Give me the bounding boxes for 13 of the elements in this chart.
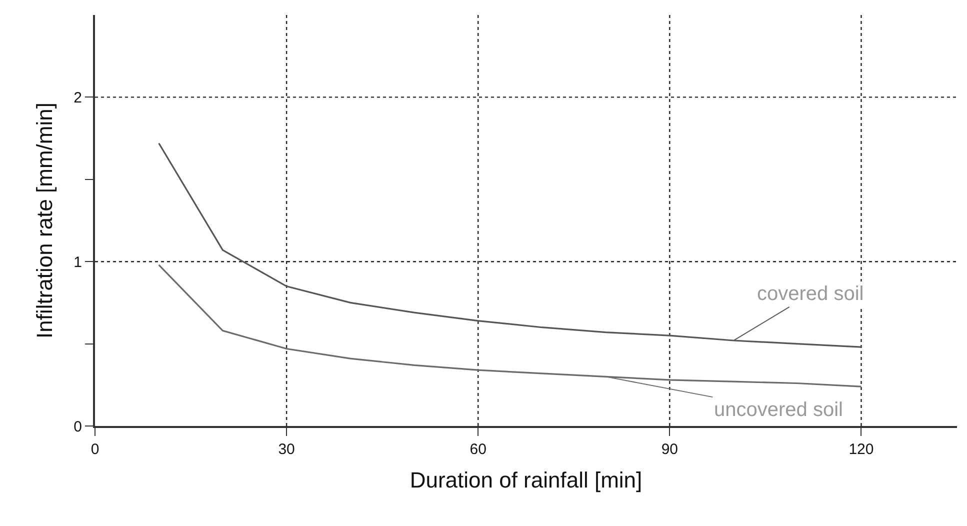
series-label: covered soil	[757, 283, 864, 305]
x-tick-label: 0	[90, 441, 100, 458]
y-tick-label: 0	[74, 418, 82, 436]
x-tick-label: 30	[278, 441, 295, 458]
x-tick-label: 120	[848, 441, 874, 458]
y-axis-title: Infiltration rate [mm/min]	[32, 102, 57, 338]
line-series	[158, 142, 862, 348]
series-label: uncovered soil	[714, 399, 843, 421]
x-tick-label: 90	[661, 441, 678, 458]
x-axis-title: Duration of rainfall [min]	[410, 467, 642, 492]
y-tick-label: 2	[74, 89, 82, 106]
x-tick-label: 60	[470, 441, 486, 458]
y-tick-label: 1	[74, 254, 82, 271]
